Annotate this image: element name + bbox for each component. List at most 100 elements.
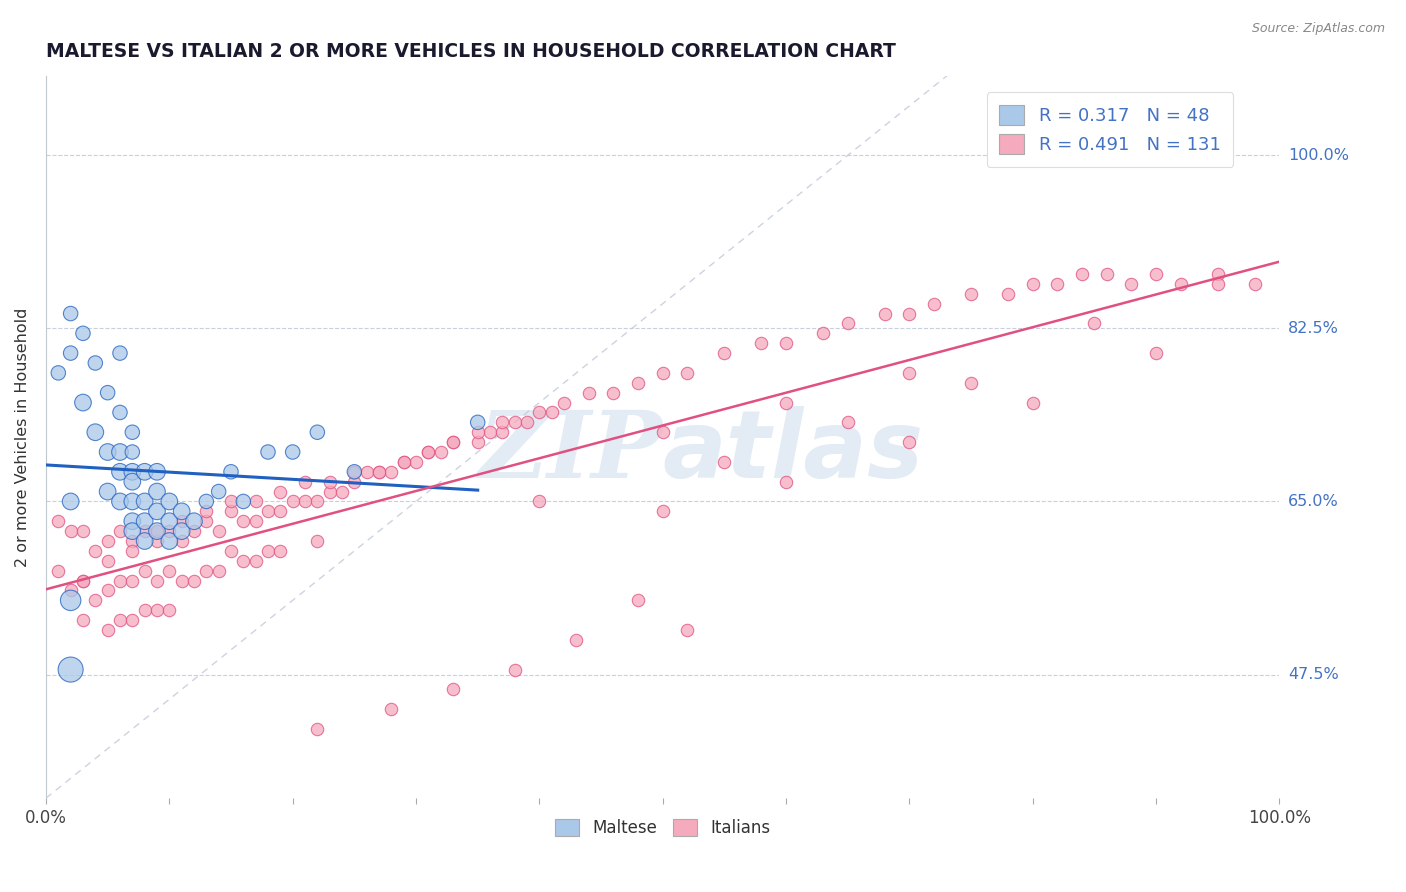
Point xyxy=(651,366,673,380)
Point xyxy=(97,534,120,549)
Point xyxy=(59,593,82,607)
Point xyxy=(59,494,82,508)
Point xyxy=(318,484,340,499)
Point xyxy=(232,514,254,528)
Point xyxy=(121,475,143,489)
Point xyxy=(245,494,267,508)
Point xyxy=(97,623,120,637)
Point xyxy=(72,574,94,588)
Point xyxy=(418,445,440,459)
Y-axis label: 2 or more Vehicles in Household: 2 or more Vehicles in Household xyxy=(15,308,30,566)
Point xyxy=(146,574,169,588)
Point xyxy=(232,494,254,508)
Point xyxy=(245,514,267,528)
Point xyxy=(713,346,735,360)
Point xyxy=(157,603,180,617)
Point xyxy=(368,465,391,479)
Point xyxy=(307,425,329,440)
Point xyxy=(146,484,169,499)
Point xyxy=(59,524,82,538)
Point xyxy=(898,307,921,321)
Point xyxy=(811,326,834,341)
Point xyxy=(307,534,329,549)
Point xyxy=(72,574,94,588)
Text: 100.0%: 100.0% xyxy=(1288,148,1348,163)
Point xyxy=(540,405,562,419)
Point xyxy=(898,366,921,380)
Point xyxy=(121,425,143,440)
Point xyxy=(134,465,156,479)
Point xyxy=(392,455,415,469)
Point xyxy=(676,623,699,637)
Point xyxy=(1046,277,1069,291)
Point xyxy=(380,702,402,716)
Point xyxy=(121,494,143,508)
Point xyxy=(108,465,131,479)
Point xyxy=(491,415,513,429)
Text: 82.5%: 82.5% xyxy=(1288,321,1339,336)
Point xyxy=(108,405,131,419)
Point xyxy=(84,544,107,558)
Point xyxy=(219,465,242,479)
Point xyxy=(1022,277,1045,291)
Point xyxy=(627,376,650,390)
Point xyxy=(72,395,94,409)
Point xyxy=(157,564,180,578)
Point xyxy=(356,465,378,479)
Point xyxy=(269,484,291,499)
Point xyxy=(837,415,859,429)
Point xyxy=(157,524,180,538)
Point xyxy=(208,484,231,499)
Point xyxy=(479,425,502,440)
Point xyxy=(873,307,896,321)
Point xyxy=(922,296,945,310)
Point xyxy=(405,455,427,469)
Point xyxy=(134,603,156,617)
Point xyxy=(134,564,156,578)
Point xyxy=(898,435,921,450)
Point xyxy=(676,366,699,380)
Point xyxy=(121,534,143,549)
Point xyxy=(441,682,464,697)
Point xyxy=(72,524,94,538)
Point xyxy=(1083,317,1105,331)
Point xyxy=(146,504,169,518)
Point xyxy=(651,425,673,440)
Point xyxy=(257,544,280,558)
Point xyxy=(1206,277,1229,291)
Point xyxy=(307,722,329,736)
Point xyxy=(343,465,366,479)
Point xyxy=(418,445,440,459)
Point xyxy=(84,356,107,370)
Point xyxy=(134,514,156,528)
Point xyxy=(1144,346,1167,360)
Point xyxy=(1206,267,1229,281)
Text: ZIP: ZIP xyxy=(478,407,662,497)
Point xyxy=(1243,277,1265,291)
Point xyxy=(392,455,415,469)
Point xyxy=(219,504,242,518)
Point xyxy=(307,494,329,508)
Point xyxy=(157,514,180,528)
Text: atlas: atlas xyxy=(662,406,924,498)
Point xyxy=(467,425,489,440)
Point xyxy=(108,445,131,459)
Point xyxy=(157,534,180,549)
Point xyxy=(208,524,231,538)
Point xyxy=(59,307,82,321)
Point xyxy=(529,494,551,508)
Point xyxy=(170,534,193,549)
Point xyxy=(343,465,366,479)
Point xyxy=(46,514,69,528)
Point xyxy=(108,494,131,508)
Point xyxy=(84,425,107,440)
Point xyxy=(108,574,131,588)
Point xyxy=(441,435,464,450)
Point xyxy=(146,524,169,538)
Point xyxy=(183,524,205,538)
Point xyxy=(713,455,735,469)
Point xyxy=(121,445,143,459)
Point xyxy=(170,514,193,528)
Point xyxy=(751,336,773,351)
Text: 47.5%: 47.5% xyxy=(1288,667,1339,682)
